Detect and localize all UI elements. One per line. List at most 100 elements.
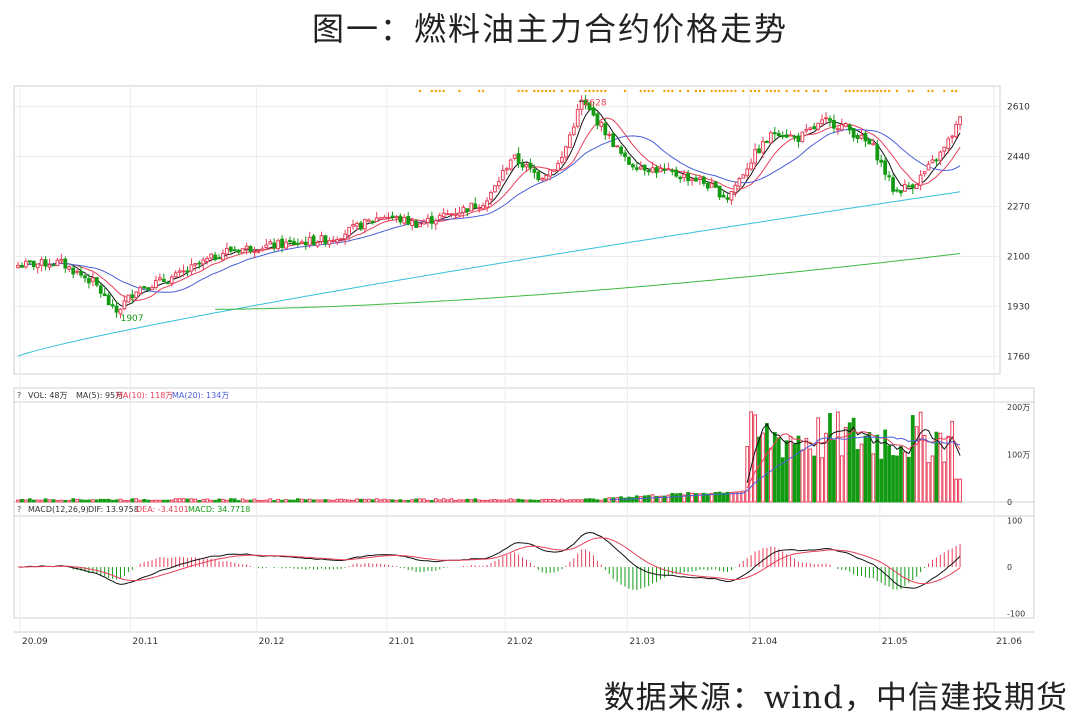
candle-body (311, 235, 316, 245)
volume-bar (922, 434, 927, 503)
candle-body (173, 272, 178, 278)
date-tick-label: 21.02 (507, 637, 533, 647)
signal-marker (777, 89, 780, 93)
high-annotation: 2628 (584, 98, 607, 108)
candle-body (891, 177, 895, 192)
macd-value-legend: MACD: 34.7718 (188, 505, 250, 514)
candle-body (303, 241, 308, 246)
macd-tick-label: 0 (1007, 563, 1012, 572)
candle-body (382, 216, 387, 220)
candle-body (646, 169, 651, 173)
candle-body (489, 192, 493, 200)
volume-bar (165, 499, 170, 503)
candle-body (871, 143, 876, 146)
volume-bar (725, 491, 730, 503)
volume-bar (737, 491, 742, 503)
volume-bar (497, 499, 501, 503)
candle-body (524, 164, 529, 168)
candle-body (504, 168, 509, 171)
candle-body (855, 135, 860, 139)
candle-body (942, 146, 947, 152)
candle-body (437, 214, 442, 220)
volume-bar (544, 498, 549, 503)
volume-bar (804, 437, 809, 503)
candle-body (938, 151, 943, 161)
volume-bar (875, 434, 880, 503)
candle-body (678, 176, 683, 180)
macd-panel-frame (13, 501, 1035, 619)
volume-bar (552, 498, 556, 503)
candle-body (362, 219, 367, 230)
volume-tick-label: 100万 (1007, 450, 1030, 459)
volume-bar (721, 492, 726, 503)
volume-bar (520, 499, 525, 503)
volume-bar (954, 478, 958, 503)
volume-bar (587, 498, 592, 503)
volume-bar (35, 499, 40, 503)
volume-bar (843, 426, 848, 503)
candle-body (221, 252, 225, 261)
low-annotation: 1907 (121, 314, 144, 324)
candle-body (839, 124, 844, 131)
volume-bar (595, 499, 600, 503)
vol-ma5-legend: MA(5): 95万 (76, 391, 123, 400)
candle-body (161, 278, 166, 283)
candle-body (232, 249, 237, 252)
candle-body (59, 259, 64, 262)
volume-bar (690, 492, 694, 503)
candle-body (27, 260, 32, 263)
volume-bar (24, 499, 28, 503)
volume-bar (272, 500, 277, 503)
candle-body (406, 215, 411, 225)
candle-body (154, 279, 158, 289)
volume-bar (256, 499, 261, 503)
candle-body (528, 162, 533, 169)
candle-body (181, 270, 186, 273)
candle-body (698, 177, 702, 181)
candle-body (958, 116, 962, 126)
candle-body (804, 128, 809, 132)
candle-body (922, 171, 927, 175)
candle-body (583, 100, 588, 106)
signal-marker (714, 89, 717, 93)
volume-bar (461, 499, 466, 503)
candle-body (47, 264, 52, 268)
volume-bar (776, 437, 781, 503)
signal-marker (671, 89, 674, 93)
candle-body (772, 132, 777, 135)
candle-body (71, 267, 76, 275)
volume-bar (390, 499, 395, 503)
signal-marker (596, 89, 599, 93)
candle-body (548, 169, 553, 177)
signal-marker (816, 89, 820, 93)
volume-bar (114, 499, 119, 503)
volume-bar (851, 417, 856, 503)
signal-marker (525, 89, 528, 93)
candle-body (355, 222, 359, 227)
candle-body (453, 213, 458, 216)
volume-bar (528, 499, 533, 503)
volume-bar (410, 499, 415, 503)
volume-bar (828, 413, 832, 503)
volume-bar (914, 426, 919, 503)
volume-bar (780, 457, 785, 503)
candle-body (934, 159, 939, 162)
volume-bar (867, 432, 872, 503)
volume-bar (800, 449, 805, 503)
price-panel-frame (13, 85, 1001, 375)
candle-body (43, 259, 48, 267)
candle-body (615, 145, 620, 148)
dea-line (18, 537, 961, 585)
dea-legend: DEA: -3.4101 (136, 505, 189, 514)
candle-body (883, 160, 888, 175)
candle-body (662, 168, 667, 171)
candle-body (323, 235, 328, 244)
candle-body (780, 135, 785, 138)
candle-body (536, 171, 541, 180)
signal-marker (702, 89, 706, 93)
candle-body (812, 126, 817, 130)
macd-legend: MACD(12,26,9) (28, 505, 89, 514)
volume-bar (709, 492, 714, 503)
volume-bar (394, 499, 399, 503)
